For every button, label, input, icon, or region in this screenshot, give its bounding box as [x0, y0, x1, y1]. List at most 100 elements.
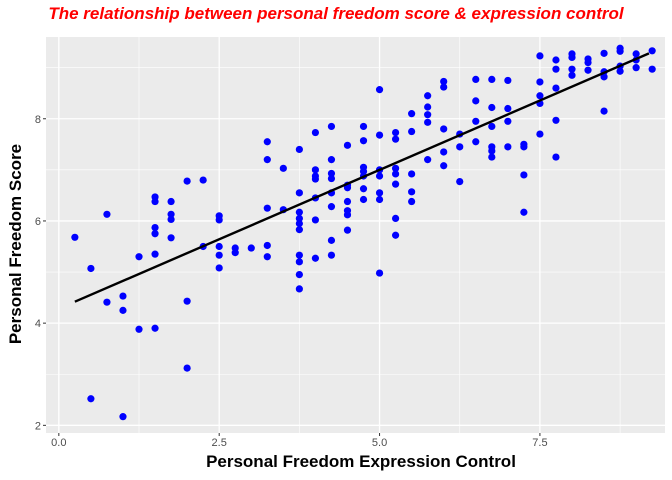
data-point — [375, 86, 384, 94]
x-tick-label: 7.5 — [532, 437, 547, 449]
data-point — [536, 78, 544, 86]
data-point — [424, 118, 432, 126]
data-point — [151, 230, 159, 238]
data-point — [215, 212, 223, 220]
data-point — [600, 73, 608, 81]
data-point — [408, 188, 416, 196]
trend-line — [74, 52, 650, 303]
data-point — [295, 219, 303, 228]
data-point — [616, 44, 624, 52]
data-point — [151, 250, 159, 258]
data-point — [167, 234, 175, 242]
data-point — [327, 169, 336, 178]
data-point — [648, 47, 656, 55]
data-point — [375, 269, 384, 277]
data-point — [295, 189, 303, 197]
data-point — [295, 251, 303, 259]
data-point — [263, 241, 271, 250]
data-point — [616, 67, 624, 75]
data-point — [183, 177, 191, 185]
data-point — [504, 143, 512, 151]
data-point — [520, 140, 528, 148]
data-point — [408, 127, 416, 136]
data-point — [440, 83, 448, 91]
data-point — [408, 170, 416, 178]
data-point — [408, 197, 416, 206]
x-axis: 0.0 2.5 5.0 7.5 — [51, 433, 548, 449]
data-point — [311, 128, 320, 137]
data-point — [504, 76, 512, 85]
data-point — [119, 306, 127, 314]
data-point — [183, 364, 191, 372]
data-point — [375, 189, 384, 197]
data-point — [424, 103, 432, 111]
data-point — [359, 195, 368, 204]
data-point — [311, 216, 320, 224]
minor-gridlines — [46, 37, 665, 433]
data-point — [295, 208, 303, 216]
y-tick-label: 6 — [35, 216, 41, 228]
data-point — [119, 413, 127, 421]
data-point — [568, 71, 576, 79]
data-point — [71, 233, 79, 241]
data-point — [375, 195, 384, 204]
data-point — [343, 197, 352, 206]
data-point — [375, 131, 384, 139]
data-point — [536, 130, 544, 138]
chart-title: The relationship between personal freedo… — [48, 4, 624, 23]
data-point — [552, 56, 560, 64]
data-point — [247, 244, 255, 252]
plot-panel — [46, 37, 665, 433]
data-point — [311, 172, 320, 180]
data-point — [536, 52, 544, 60]
data-point — [151, 223, 159, 232]
data-point — [391, 135, 400, 143]
data-point — [472, 138, 480, 146]
data-point — [151, 193, 159, 201]
data-point — [584, 55, 592, 63]
y-axis: 2 4 6 8 — [35, 114, 46, 432]
data-point — [552, 84, 560, 92]
data-point — [359, 185, 368, 193]
data-point — [343, 207, 352, 215]
data-point — [504, 104, 512, 113]
data-point — [263, 204, 271, 212]
data-point — [440, 162, 448, 170]
data-point — [231, 244, 239, 252]
data-point — [327, 236, 336, 244]
data-point — [488, 75, 496, 84]
data-point — [215, 251, 223, 259]
x-axis-label: Personal Freedom Expression Control — [206, 452, 516, 471]
data-point — [584, 66, 592, 74]
data-point — [472, 117, 480, 125]
data-point — [552, 153, 560, 161]
data-point — [552, 116, 560, 124]
data-point — [600, 49, 608, 57]
data-point — [263, 156, 271, 164]
data-point — [151, 324, 159, 332]
data-point — [568, 50, 576, 58]
data-point — [263, 253, 271, 261]
data-point — [504, 117, 512, 125]
data-point — [440, 148, 448, 156]
data-point — [359, 137, 368, 145]
y-axis-label: Personal Freedom Score — [6, 143, 25, 345]
data-point — [167, 197, 175, 206]
data-point — [456, 143, 464, 151]
data-point — [87, 264, 95, 273]
data-point — [311, 254, 320, 262]
data-point — [343, 226, 352, 234]
data-point — [424, 111, 432, 119]
data-point — [199, 176, 207, 184]
data-point — [632, 50, 640, 58]
y-tick-label: 4 — [35, 318, 41, 330]
data-point — [488, 153, 496, 161]
data-point — [632, 64, 640, 72]
data-point — [167, 215, 175, 224]
data-point — [488, 143, 496, 151]
data-point — [215, 242, 223, 251]
data-point — [424, 156, 432, 164]
data-point — [552, 65, 560, 73]
data-point — [440, 77, 448, 86]
